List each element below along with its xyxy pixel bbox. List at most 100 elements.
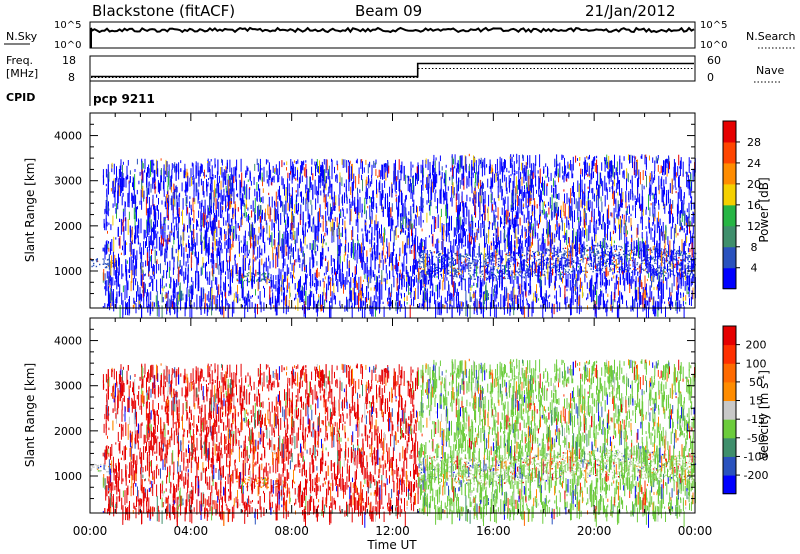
echo-streak <box>403 275 405 280</box>
echo-streak <box>134 235 135 244</box>
echo-streak <box>154 249 156 264</box>
echo-streak <box>281 176 283 186</box>
echo-streak <box>113 163 115 175</box>
echo-streak <box>516 171 518 174</box>
echo-streak <box>258 276 260 290</box>
echo-streak <box>249 216 251 221</box>
echo-streak <box>241 193 243 206</box>
echo-point <box>650 258 653 260</box>
echo-streak <box>254 234 256 249</box>
echo-point <box>609 267 612 269</box>
echo-point <box>619 253 621 256</box>
echo-streak <box>311 291 313 298</box>
echo-streak <box>408 221 410 229</box>
echo-point <box>646 264 649 266</box>
echo-streak <box>516 276 518 284</box>
echo-streak <box>295 259 297 263</box>
echo-streak <box>296 203 298 213</box>
echo-streak <box>131 270 133 283</box>
echo-streak <box>187 225 188 233</box>
echo-streak <box>386 251 388 254</box>
echo-streak <box>128 211 130 220</box>
echo-streak <box>292 164 294 171</box>
echo-streak <box>277 274 279 289</box>
echo-point <box>528 273 530 275</box>
echo-streak <box>155 230 157 239</box>
echo-point <box>692 267 694 270</box>
echo-streak <box>539 196 541 213</box>
echo-streak <box>399 170 401 173</box>
echo-streak <box>230 228 232 232</box>
echo-point <box>466 259 468 261</box>
echo-streak <box>401 205 403 217</box>
echo-streak <box>565 165 567 174</box>
echo-point <box>422 268 424 270</box>
echo-streak <box>270 177 272 181</box>
echo-point <box>552 252 554 255</box>
echo-point <box>606 245 609 247</box>
echo-streak <box>229 275 231 288</box>
echo-streak <box>321 295 323 309</box>
echo-streak <box>297 210 299 215</box>
echo-point <box>568 269 570 271</box>
echo-streak <box>392 242 394 256</box>
echo-point <box>540 264 542 267</box>
echo-streak <box>302 227 304 233</box>
echo-streak <box>566 296 568 303</box>
echo-streak <box>198 192 200 200</box>
echo-streak <box>473 155 474 171</box>
echo-point <box>491 259 493 261</box>
echo-streak <box>144 283 146 292</box>
echo-streak <box>559 162 561 178</box>
echo-point <box>490 254 493 257</box>
echo-streak <box>155 260 157 274</box>
echo-streak <box>580 245 582 258</box>
echo-point <box>561 271 564 274</box>
echo-streak <box>126 260 128 264</box>
echo-streak <box>314 239 316 254</box>
echo-streak <box>349 173 351 182</box>
echo-point <box>493 273 495 276</box>
echo-point <box>454 253 456 255</box>
echo-streak <box>126 165 128 180</box>
echo-point <box>560 266 562 269</box>
echo-streak <box>188 243 190 258</box>
echo-streak <box>357 193 359 208</box>
echo-streak <box>260 212 262 223</box>
echo-point <box>468 254 471 256</box>
echo-streak <box>287 232 289 248</box>
echo-point <box>601 261 603 263</box>
echo-streak <box>265 208 266 221</box>
echo-point <box>419 268 422 270</box>
echo-streak <box>628 154 630 161</box>
echo-point <box>587 256 589 258</box>
echo-streak <box>241 172 243 188</box>
echo-streak <box>374 274 376 281</box>
echo-streak <box>173 300 175 310</box>
echo-point <box>423 256 426 258</box>
echo-streak <box>350 277 352 288</box>
echo-streak <box>269 294 271 305</box>
echo-point <box>497 263 500 266</box>
echo-streak <box>158 198 159 205</box>
echo-streak <box>601 224 602 230</box>
echo-streak <box>252 200 254 212</box>
echo-streak <box>164 170 166 175</box>
echo-streak <box>246 215 248 222</box>
echo-streak <box>157 180 159 193</box>
echo-streak <box>127 160 129 166</box>
echo-streak <box>157 300 159 307</box>
echo-streak <box>161 169 162 183</box>
echo-streak <box>353 243 355 252</box>
echo-streak <box>415 259 416 270</box>
echo-point <box>553 266 555 269</box>
echo-streak <box>152 263 154 277</box>
echo-streak <box>361 212 363 218</box>
echo-point <box>567 265 569 268</box>
echo-streak <box>405 207 407 217</box>
echo-streak <box>251 302 253 309</box>
echo-streak <box>202 181 204 195</box>
echo-streak <box>180 298 182 311</box>
echo-streak <box>255 289 256 296</box>
echo-streak <box>156 160 158 176</box>
